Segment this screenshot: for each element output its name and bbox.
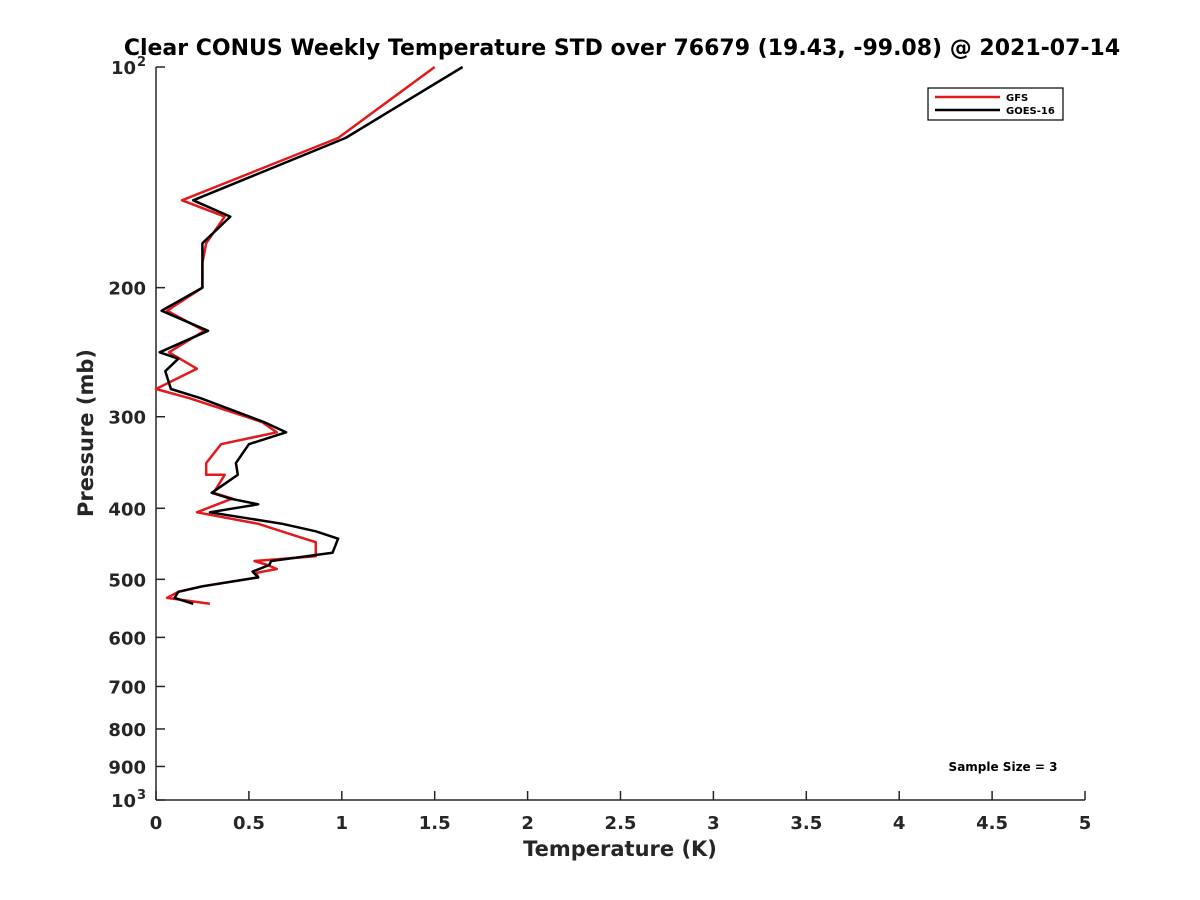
x-tick-label: 4.5 (976, 813, 1008, 834)
legend-label-goes16: GOES-16 (1006, 106, 1055, 117)
y-tick-label: 200 (108, 279, 146, 300)
legend-box (927, 87, 1064, 121)
legend-label-gfs: GFS (1006, 93, 1028, 104)
legend: GFS GOES-16 (927, 87, 1064, 121)
sample-size-note: Sample Size = 3 (949, 760, 1058, 774)
x-tick-label: 3.5 (790, 813, 822, 834)
y-tick-label: 300 (108, 408, 146, 429)
x-tick-label: 5 (1079, 813, 1092, 834)
y-tick-label: 500 (108, 570, 146, 591)
y-tick-label: 10 (111, 791, 136, 812)
y-tick-exponent: 3 (137, 788, 146, 803)
x-tick-label: 2 (521, 813, 534, 834)
y-tick-label: 800 (108, 720, 146, 741)
chart-title: Clear CONUS Weekly Temperature STD over … (124, 36, 1120, 61)
x-axis-ticks: 0 0.5 1 1.5 2 2.5 3 3.5 4 4.5 5 (150, 791, 1092, 834)
x-tick-label: 4 (893, 813, 906, 834)
y-tick-label: 700 (108, 677, 146, 698)
x-tick-label: 0.5 (233, 813, 265, 834)
x-axis-label: Temperature (K) (523, 837, 717, 861)
y-tick-exponent: 2 (137, 55, 146, 70)
y-tick-label: 10 (111, 58, 136, 79)
y-tick-label: 900 (108, 757, 146, 778)
series-line-goes16 (158, 65, 464, 605)
series-lines (154, 65, 464, 606)
y-tick-label: 600 (108, 628, 146, 649)
y-axis-label: Pressure (mb) (74, 349, 98, 517)
x-tick-label: 0 (150, 813, 163, 834)
x-tick-label: 1.5 (419, 813, 451, 834)
x-tick-label: 2.5 (605, 813, 637, 834)
y-tick-label: 400 (108, 499, 146, 520)
x-tick-label: 1 (336, 813, 349, 834)
x-tick-label: 3 (707, 813, 720, 834)
